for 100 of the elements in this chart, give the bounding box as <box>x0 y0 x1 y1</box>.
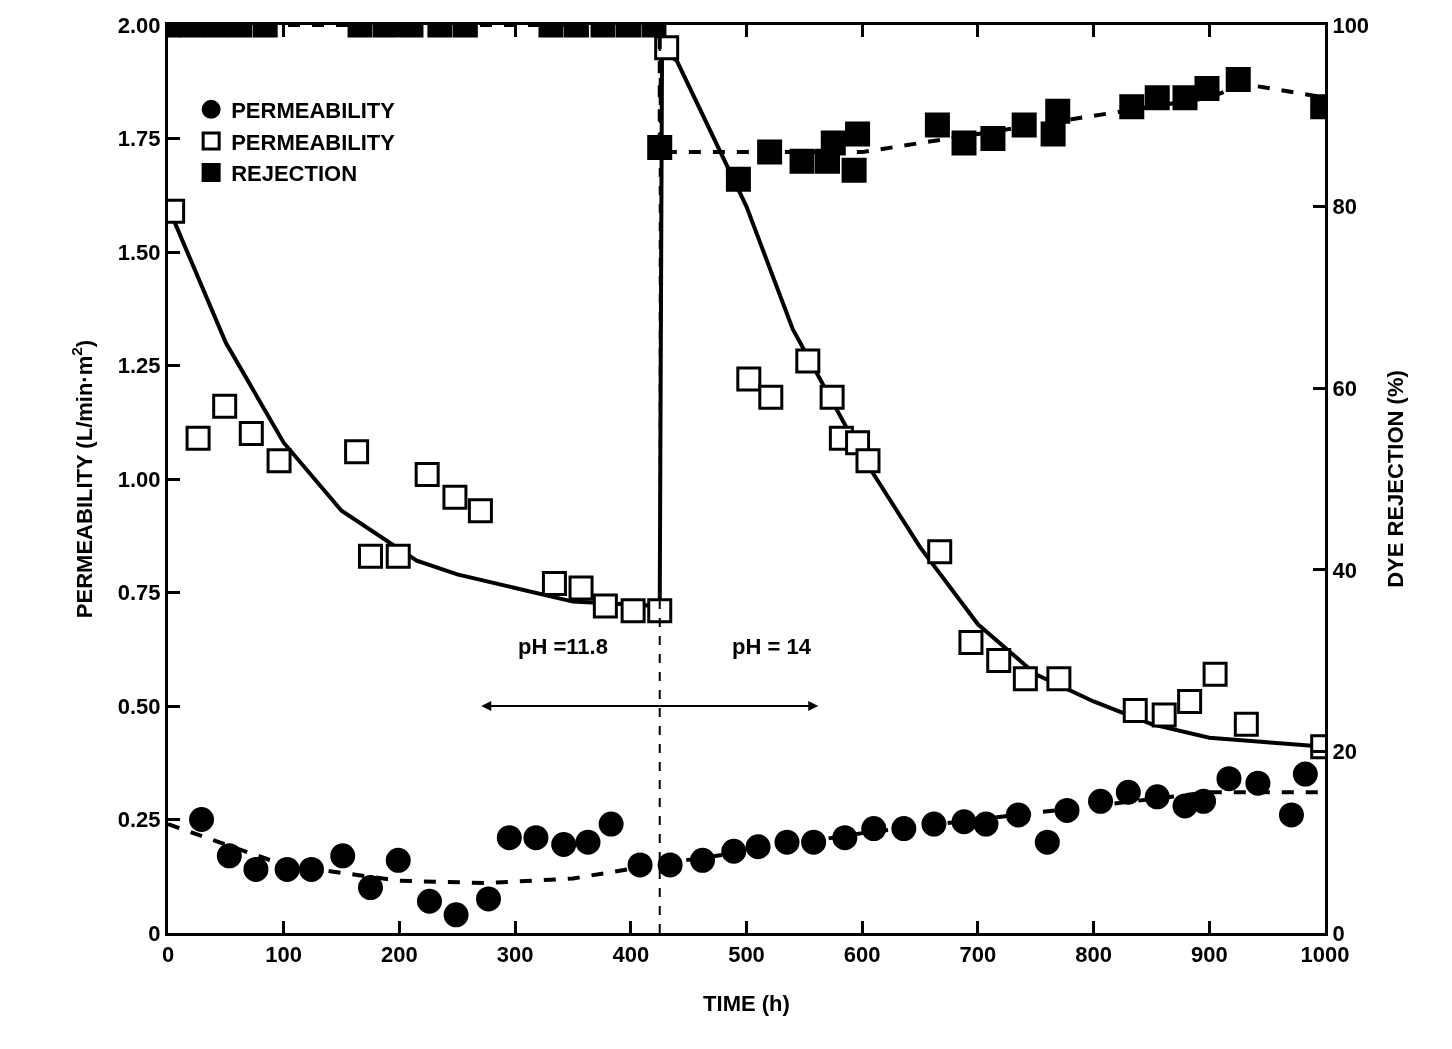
point <box>598 811 624 837</box>
x-tick-label: 600 <box>843 942 881 968</box>
point <box>1088 788 1114 814</box>
y-tick-label: 1.25 <box>117 353 161 379</box>
point <box>690 847 716 873</box>
point <box>1054 797 1080 823</box>
x-tick-label: 800 <box>1075 942 1112 968</box>
point <box>216 843 242 869</box>
point <box>1144 784 1170 810</box>
point <box>795 348 821 374</box>
point <box>627 852 653 878</box>
point <box>1245 770 1271 796</box>
x-tick-label: 500 <box>728 942 765 968</box>
y-tick-label: 2.00 <box>117 12 161 38</box>
point <box>189 807 215 832</box>
point <box>274 856 300 882</box>
x-tick-label: 400 <box>612 942 650 968</box>
y-tick-label: 1.75 <box>117 126 161 152</box>
y2-tick-label: 60 <box>1332 375 1357 401</box>
point <box>973 811 999 837</box>
point <box>891 816 917 842</box>
point <box>551 831 577 857</box>
annotation: pH =11.8 <box>518 634 608 659</box>
x-tick-label: 700 <box>959 942 997 968</box>
point <box>1012 666 1038 692</box>
y2-tick-label: 20 <box>1332 739 1357 765</box>
point <box>819 384 845 410</box>
point <box>357 543 383 569</box>
point <box>385 847 411 873</box>
y-tick-label: 0.25 <box>117 807 161 833</box>
point <box>801 829 827 855</box>
x-tick-label: 900 <box>1190 942 1228 968</box>
y2-tick-label: 80 <box>1332 194 1357 220</box>
x-tick-label: 100 <box>265 942 303 968</box>
point <box>745 834 771 860</box>
point <box>238 421 264 447</box>
point <box>212 393 238 419</box>
point <box>736 366 762 392</box>
point <box>1191 788 1217 814</box>
y-tick-label: 0.75 <box>117 580 161 606</box>
point <box>1292 761 1318 787</box>
legend-label: REJECTION <box>231 161 358 187</box>
point <box>620 598 646 624</box>
x-tick-label: 300 <box>496 942 534 968</box>
legend-label: PERMEABILITY <box>231 129 396 155</box>
point <box>243 856 269 882</box>
point <box>1046 666 1072 692</box>
y2-tick-label: 100 <box>1332 12 1370 38</box>
point <box>266 448 292 474</box>
point <box>758 384 784 410</box>
point <box>344 439 370 465</box>
point <box>330 843 356 869</box>
y2-axis-title: DYE REJECTION (%) <box>1383 370 1409 588</box>
y-tick-label: 0 <box>148 920 161 946</box>
point <box>647 598 673 624</box>
point <box>832 825 858 851</box>
point <box>1151 702 1177 728</box>
point <box>1202 661 1228 687</box>
legend-label: PERMEABILITY <box>231 97 396 123</box>
point <box>721 838 747 864</box>
point <box>1233 711 1259 737</box>
point <box>185 425 211 451</box>
point <box>443 902 469 928</box>
point <box>357 875 383 901</box>
point <box>921 811 947 837</box>
point <box>414 461 440 487</box>
point <box>855 448 881 474</box>
x-axis-title: TIME (h) <box>703 991 790 1017</box>
y-tick-label: 1.00 <box>117 466 161 492</box>
point <box>541 570 567 596</box>
y-tick-label: 1.50 <box>117 239 161 265</box>
point <box>385 543 411 569</box>
y2-tick-label: 40 <box>1332 557 1357 583</box>
point <box>1005 802 1031 828</box>
point <box>476 886 501 912</box>
annotation: pH = 14 <box>732 634 812 659</box>
point <box>467 498 493 524</box>
point <box>568 575 594 601</box>
point <box>958 629 984 655</box>
point <box>774 829 800 855</box>
point <box>442 484 468 510</box>
point <box>298 856 324 882</box>
point <box>1115 779 1141 805</box>
x-tick-label: 200 <box>381 942 418 968</box>
point <box>951 809 977 835</box>
point <box>496 825 522 851</box>
point <box>1278 802 1304 828</box>
point <box>523 825 549 851</box>
y-tick-label: 0.50 <box>117 693 161 719</box>
point <box>861 816 887 842</box>
point <box>986 648 1012 674</box>
point <box>657 852 683 878</box>
point <box>1122 698 1148 724</box>
point <box>592 593 618 619</box>
point <box>927 539 953 565</box>
point <box>575 829 601 855</box>
point <box>1177 688 1203 714</box>
point <box>1216 766 1242 792</box>
point <box>416 888 442 914</box>
point <box>1034 829 1060 855</box>
